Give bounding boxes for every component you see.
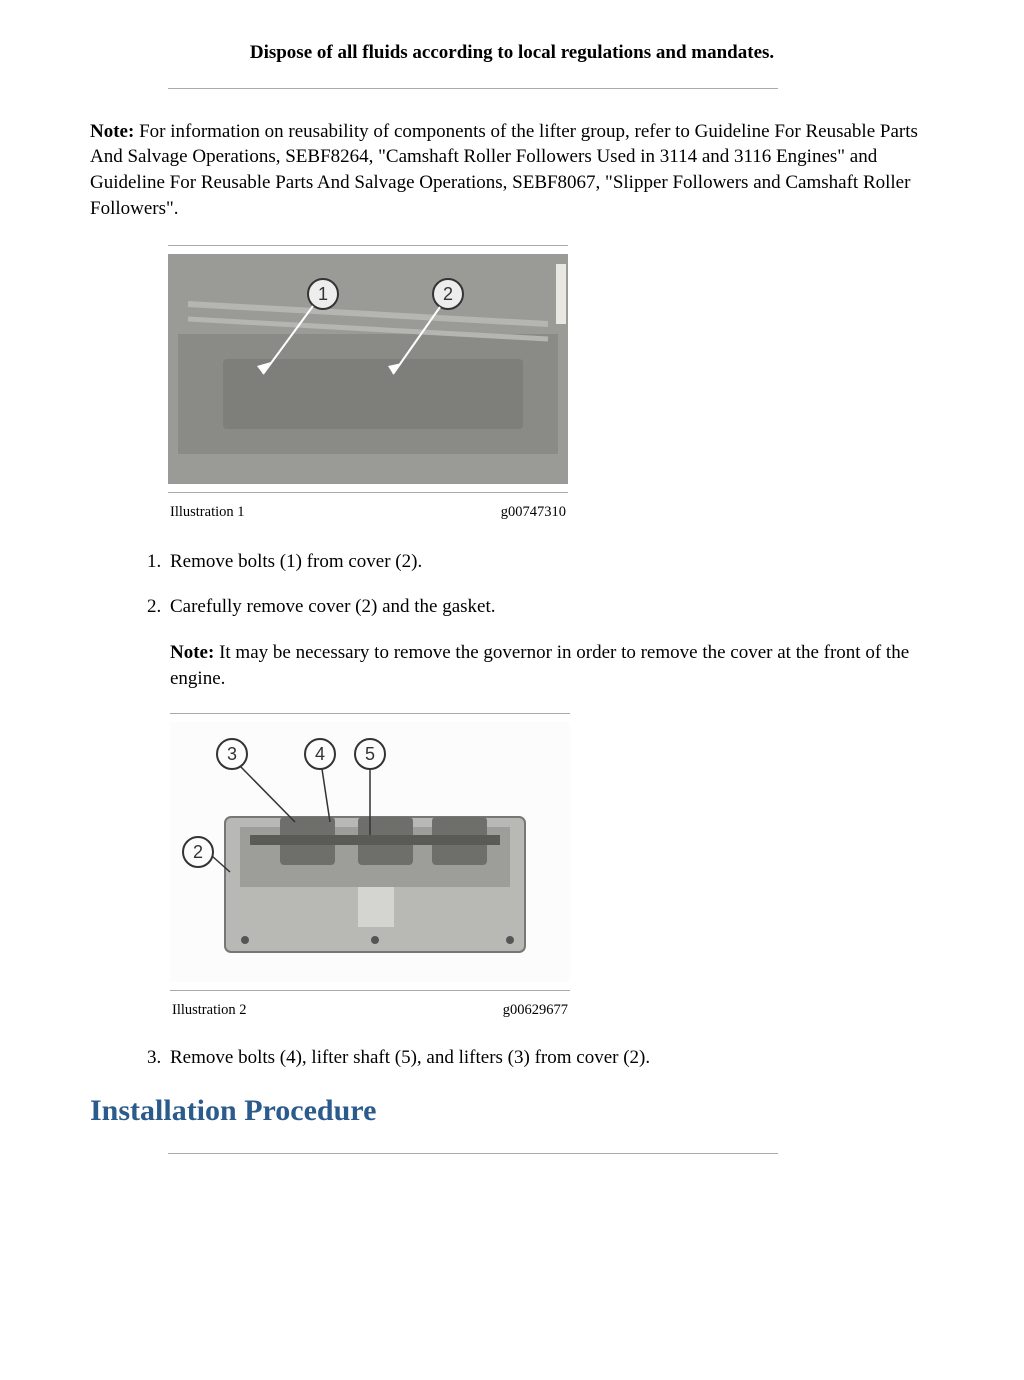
figure-1-top-rule bbox=[168, 245, 568, 246]
step-1-text: Remove bolts (1) from cover (2). bbox=[170, 551, 422, 572]
step-2-note-label: Note: bbox=[170, 642, 214, 663]
step-1: Remove bolts (1) from cover (2). bbox=[166, 549, 934, 575]
bottom-divider bbox=[168, 1153, 778, 1154]
figure-2-wrap: 3 4 5 2 Illustration 2 g00629677 bbox=[170, 713, 570, 1025]
step-2-text: Carefully remove cover (2) and the gaske… bbox=[170, 596, 496, 617]
step-2: Carefully remove cover (2) and the gaske… bbox=[166, 594, 934, 1024]
callout-2b: 2 bbox=[193, 842, 203, 862]
figure-1-wrap: 1 2 Illustration 1 g00747310 bbox=[168, 245, 568, 527]
step-3: Remove bolts (4), lifter shaft (5), and … bbox=[166, 1045, 934, 1071]
illustration-1-label: Illustration 1 bbox=[170, 503, 245, 523]
removal-steps: Remove bolts (1) from cover (2). Careful… bbox=[126, 549, 934, 1071]
step-3-text: Remove bolts (4), lifter shaft (5), and … bbox=[170, 1047, 650, 1068]
illustration-2-code: g00629677 bbox=[503, 1001, 568, 1021]
callout-1: 1 bbox=[318, 284, 328, 304]
note-text: For information on reusability of compon… bbox=[90, 121, 918, 219]
divider bbox=[168, 88, 778, 89]
callout-5: 5 bbox=[365, 744, 375, 764]
illustration-1-image: 1 2 bbox=[168, 254, 568, 484]
illustration-2-image: 3 4 5 2 bbox=[170, 722, 570, 982]
callout-2: 2 bbox=[443, 284, 453, 304]
illustration-2-label: Illustration 2 bbox=[172, 1001, 247, 1021]
callout-3: 3 bbox=[227, 744, 237, 764]
note-label: Note: bbox=[90, 121, 134, 142]
step-2-note: Note: It may be necessary to remove the … bbox=[170, 640, 934, 691]
callout-4: 4 bbox=[315, 744, 325, 764]
figure-2-top-rule bbox=[170, 713, 570, 714]
note-reusability: Note: For information on reusability of … bbox=[90, 119, 934, 222]
installation-procedure-heading: Installation Procedure bbox=[90, 1091, 934, 1132]
step-2-note-text: It may be necessary to remove the govern… bbox=[170, 642, 909, 689]
illustration-1-code: g00747310 bbox=[501, 503, 566, 523]
dispose-warning: Dispose of all fluids according to local… bbox=[90, 40, 934, 66]
